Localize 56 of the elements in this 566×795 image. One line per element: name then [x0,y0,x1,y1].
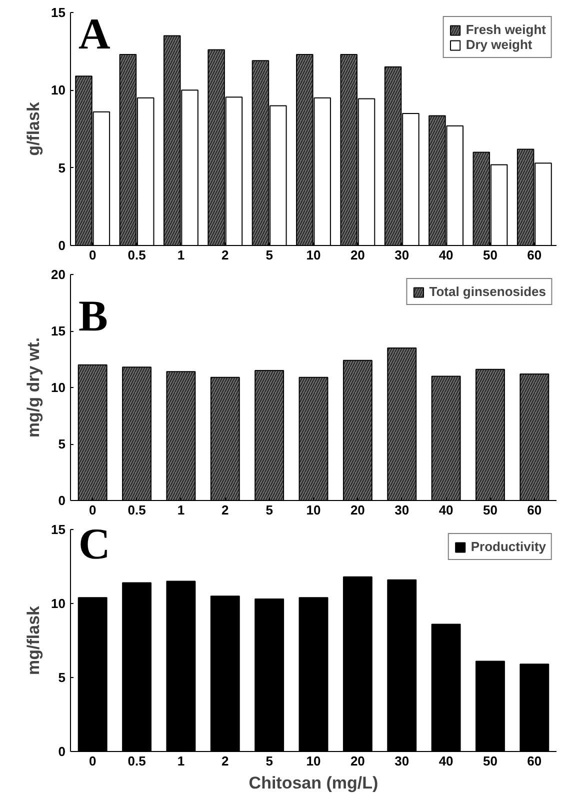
y-tick-label: 0 [58,238,66,253]
x-tick-label: 1 [177,502,185,518]
x-tick-label: 20 [350,248,365,262]
y-tick-label: 0 [58,744,66,759]
x-tick-label: 30 [394,502,410,518]
legend-label: Productivity [470,539,546,554]
x-tick-label: 60 [527,754,542,768]
annotation: A [78,10,110,58]
y-tick-label: 15 [51,522,66,537]
annotation: B [78,292,108,340]
x-tick-label: 2 [222,754,229,768]
y-tick-label: 15 [51,324,66,338]
y-tick-label: 0 [58,493,66,508]
x-tick-label: 1 [177,248,185,262]
x-tick-label: 50 [482,248,498,262]
y-tick-label: 15 [51,5,66,20]
x-tick-label: 10 [306,754,321,768]
x-tick-label: 5 [266,502,273,518]
x-tick-label: 20 [350,754,365,768]
x-tick-label: 60 [527,502,542,518]
x-tick-label: 40 [438,754,454,768]
x-tick-label: 0.5 [128,248,146,262]
x-tick-label: 2 [222,502,229,518]
x-tick-label: 0 [88,754,96,768]
y-tick-label: 20 [51,267,66,282]
x-tick-label: 30 [394,248,410,262]
x-tick-label: 10 [306,248,321,262]
x-tick-label: 20 [350,502,365,518]
x-tick-label: 60 [527,248,542,262]
x-tick-label: 5 [266,754,273,768]
legend-label: Fresh weight [466,22,546,37]
x-tick-label: 50 [482,502,498,518]
x-tick-label: 40 [438,502,454,518]
x-tick-label: 0 [88,248,96,262]
y-tick-label: 10 [51,596,66,611]
y-tick-label: 5 [58,436,66,452]
x-tick-label: 10 [306,502,321,518]
x-tick-label: 0.5 [128,754,146,768]
y-axis-title: mg/g dry wt. [24,337,44,438]
x-tick-label: 0 [88,502,96,518]
legend-label: Total ginsenosides [429,284,546,299]
x-tick-label: 5 [266,248,273,262]
y-tick-label: 10 [51,380,66,395]
x-tick-label: 40 [438,248,454,262]
x-tick-label: 2 [222,248,229,262]
y-axis-title: mg/flask [24,605,44,675]
y-axis-title: g/flask [24,102,44,156]
x-tick-label: 30 [394,754,410,768]
y-tick-label: 5 [58,160,66,176]
y-tick-label: 10 [51,82,66,98]
y-tick-label: 5 [58,670,66,685]
legend-label: Dry weight [466,37,532,52]
x-tick-label: 0.5 [128,502,146,518]
x-axis-title: Chitosan (mg/L) [248,774,378,792]
x-tick-label: 1 [177,754,185,768]
x-tick-label: 50 [482,754,498,768]
